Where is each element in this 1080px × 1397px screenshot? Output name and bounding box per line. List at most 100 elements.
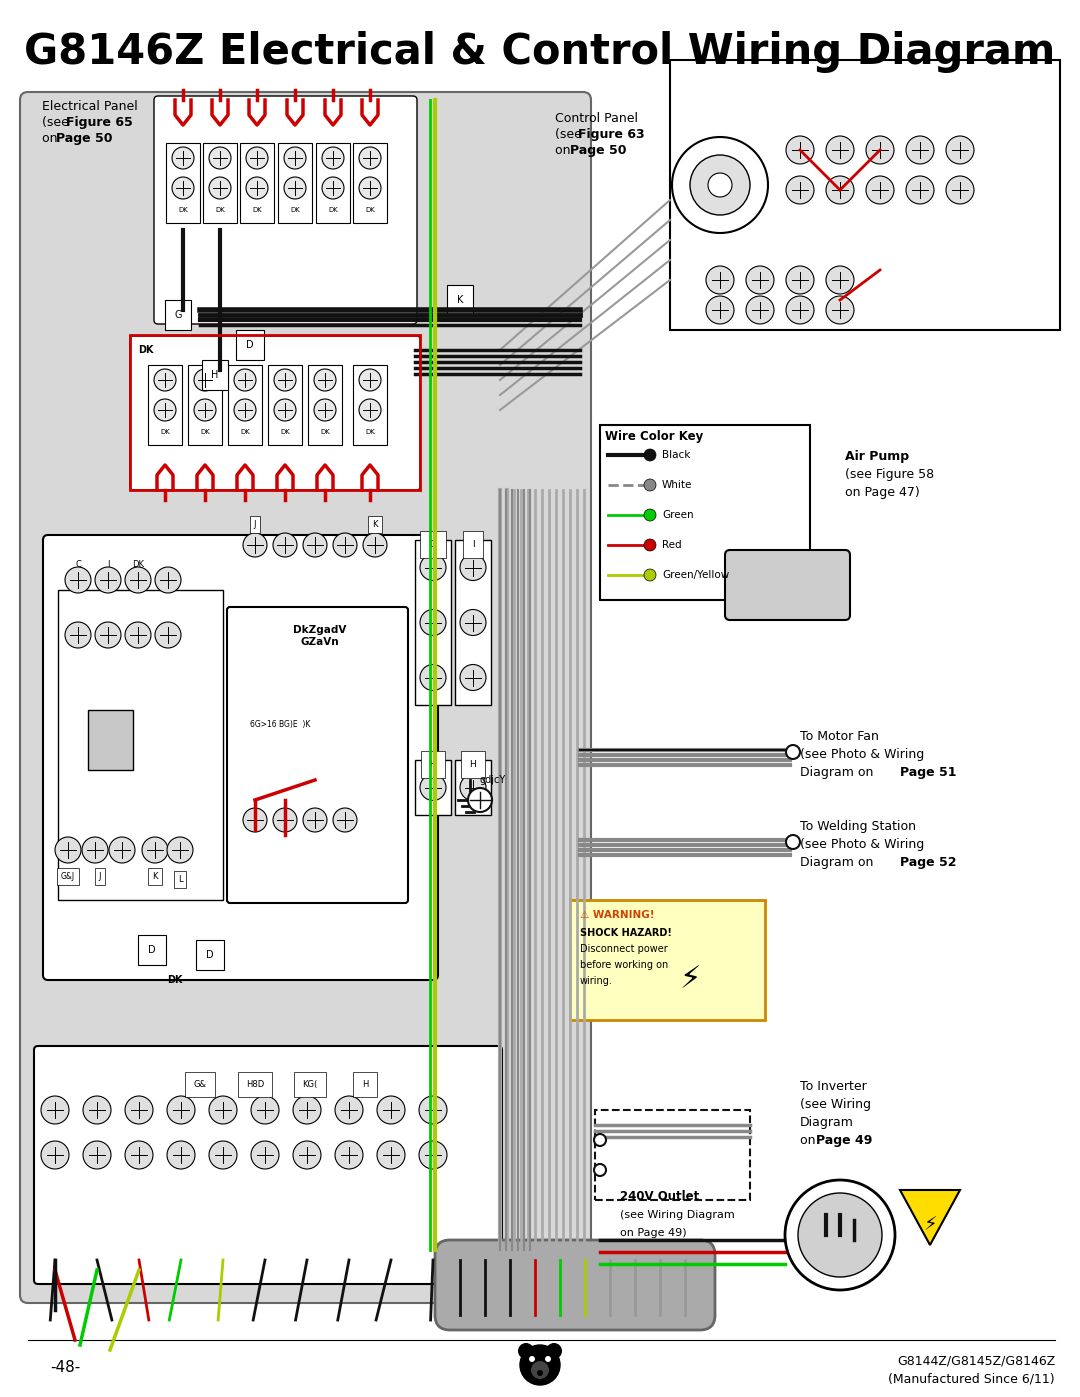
Text: DK: DK [167, 975, 183, 985]
Circle shape [274, 369, 296, 391]
Circle shape [706, 265, 734, 293]
FancyBboxPatch shape [33, 1046, 502, 1284]
Text: K: K [457, 295, 463, 305]
Text: K: K [373, 520, 378, 529]
FancyBboxPatch shape [154, 96, 417, 324]
Circle shape [125, 1141, 153, 1169]
Text: Disconnect power: Disconnect power [580, 944, 667, 954]
Circle shape [359, 177, 381, 198]
Circle shape [644, 479, 656, 490]
Text: Diagram on: Diagram on [800, 766, 877, 780]
Bar [455, 541, 491, 705]
Text: Page 50: Page 50 [56, 131, 112, 145]
Circle shape [335, 1141, 363, 1169]
Circle shape [537, 1370, 543, 1376]
Bar [228, 365, 262, 446]
Circle shape [420, 665, 446, 690]
Text: Red: Red [662, 541, 681, 550]
Text: DK: DK [200, 429, 210, 434]
Circle shape [55, 837, 81, 863]
Circle shape [946, 136, 974, 163]
FancyBboxPatch shape [21, 92, 591, 1303]
Circle shape [708, 173, 732, 197]
Text: (see Wiring Diagram: (see Wiring Diagram [620, 1210, 734, 1220]
Text: Page 51: Page 51 [900, 766, 957, 780]
Bar [130, 335, 420, 490]
Circle shape [125, 1097, 153, 1125]
Bar [353, 365, 387, 446]
Circle shape [303, 807, 327, 833]
Circle shape [826, 136, 854, 163]
Circle shape [172, 177, 194, 198]
Circle shape [314, 400, 336, 420]
Circle shape [82, 837, 108, 863]
Text: DkZgadV
GZaVn: DkZgadV GZaVn [294, 624, 347, 647]
Circle shape [65, 567, 91, 592]
Bar [353, 142, 387, 224]
Text: ⚡: ⚡ [679, 965, 701, 995]
Text: on: on [42, 131, 62, 145]
Circle shape [672, 137, 768, 233]
Circle shape [420, 774, 446, 800]
Text: (see Photo & Wiring: (see Photo & Wiring [800, 747, 924, 761]
FancyBboxPatch shape [130, 337, 420, 490]
Text: To Welding Station: To Welding Station [800, 820, 916, 833]
Circle shape [293, 1097, 321, 1125]
Text: ⚡: ⚡ [923, 1215, 936, 1235]
Circle shape [826, 296, 854, 324]
Text: Wire Color Key: Wire Color Key [605, 430, 703, 443]
Circle shape [644, 448, 656, 461]
Circle shape [210, 177, 231, 198]
Circle shape [826, 265, 854, 293]
Text: Diagram on: Diagram on [800, 856, 877, 869]
Circle shape [419, 1141, 447, 1169]
Circle shape [335, 1097, 363, 1125]
Text: DK: DK [365, 429, 375, 434]
Polygon shape [900, 1190, 960, 1245]
Text: SHOCK HAZARD!: SHOCK HAZARD! [580, 928, 672, 937]
Circle shape [333, 534, 357, 557]
Circle shape [786, 265, 814, 293]
Circle shape [746, 296, 774, 324]
Circle shape [194, 400, 216, 420]
Circle shape [322, 147, 345, 169]
Circle shape [359, 400, 381, 420]
Circle shape [234, 400, 256, 420]
Circle shape [644, 569, 656, 581]
Circle shape [284, 147, 306, 169]
Bar [268, 365, 302, 446]
Circle shape [210, 1141, 237, 1169]
Circle shape [210, 1097, 237, 1125]
Circle shape [333, 807, 357, 833]
Text: before working on: before working on [580, 960, 669, 970]
Circle shape [594, 1134, 606, 1146]
Text: DK: DK [320, 429, 329, 434]
Circle shape [786, 136, 814, 163]
Text: H: H [470, 760, 476, 768]
Text: on Page 49): on Page 49) [620, 1228, 687, 1238]
Text: ⚠ WARNING!: ⚠ WARNING! [580, 909, 654, 921]
Text: G: G [174, 310, 181, 320]
Circle shape [303, 534, 327, 557]
Circle shape [95, 622, 121, 648]
Circle shape [786, 745, 800, 759]
Circle shape [125, 622, 151, 648]
Circle shape [322, 177, 345, 198]
Circle shape [746, 265, 774, 293]
Circle shape [234, 369, 256, 391]
Text: DK: DK [215, 207, 225, 212]
Text: (see: (see [555, 129, 585, 141]
Circle shape [363, 534, 387, 557]
FancyBboxPatch shape [227, 608, 408, 902]
Text: H: H [430, 760, 436, 768]
Circle shape [41, 1097, 69, 1125]
Circle shape [65, 622, 91, 648]
Text: 6G>16 BG)E  )K: 6G>16 BG)E )K [249, 719, 310, 729]
Circle shape [210, 147, 231, 169]
Text: Green/Yellow: Green/Yellow [662, 570, 729, 580]
FancyBboxPatch shape [43, 535, 438, 981]
Text: (see Figure 58: (see Figure 58 [845, 468, 934, 481]
Text: To Motor Fan: To Motor Fan [800, 731, 879, 743]
Circle shape [246, 147, 268, 169]
Text: H: H [212, 370, 218, 380]
